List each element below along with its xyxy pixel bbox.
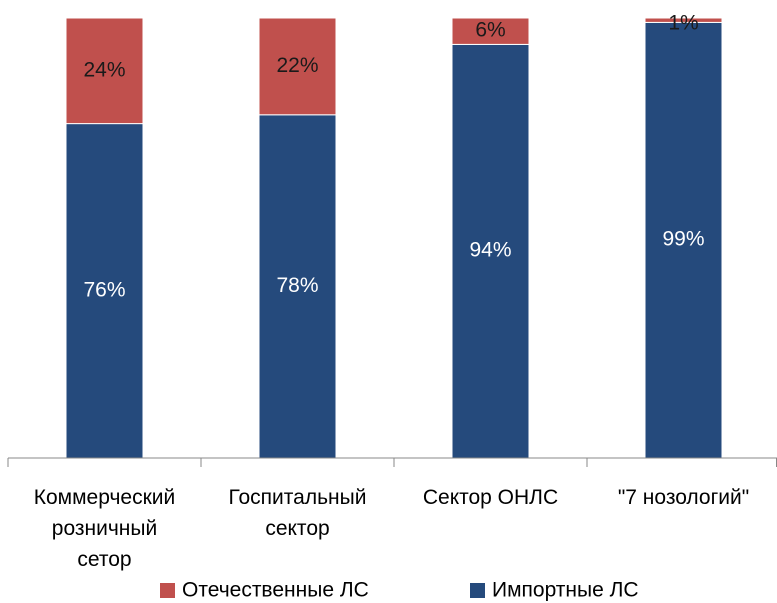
legend-swatch [470,583,485,598]
x-tick-label: Сектор ОНЛС [422,486,559,509]
bar-segment [644,17,723,23]
legend-label: Импортные ЛС [492,579,639,602]
x-tick-label: Госпитальный сектор [228,486,367,540]
data-label: 22% [276,54,318,77]
x-tick-label: "7 нозологий" [617,486,750,509]
data-label: 99% [662,228,704,251]
bar-segment [258,17,337,116]
data-label: 94% [469,239,511,262]
legend-swatch [160,583,175,598]
bar-segment [65,17,144,125]
bar-segment [644,21,723,459]
bar-segment [451,17,530,45]
x-tick-label: Коммерческий розничный сетор [33,486,176,571]
bar-segment [65,123,144,459]
data-label: 24% [83,58,125,81]
data-label: 6% [475,19,505,42]
legend-label: Отечественные ЛС [182,579,369,602]
bar-segment [451,43,530,459]
bar-segment [258,114,337,459]
data-label: 76% [83,278,125,301]
data-label: 1% [668,12,698,35]
data-label: 78% [276,274,318,297]
